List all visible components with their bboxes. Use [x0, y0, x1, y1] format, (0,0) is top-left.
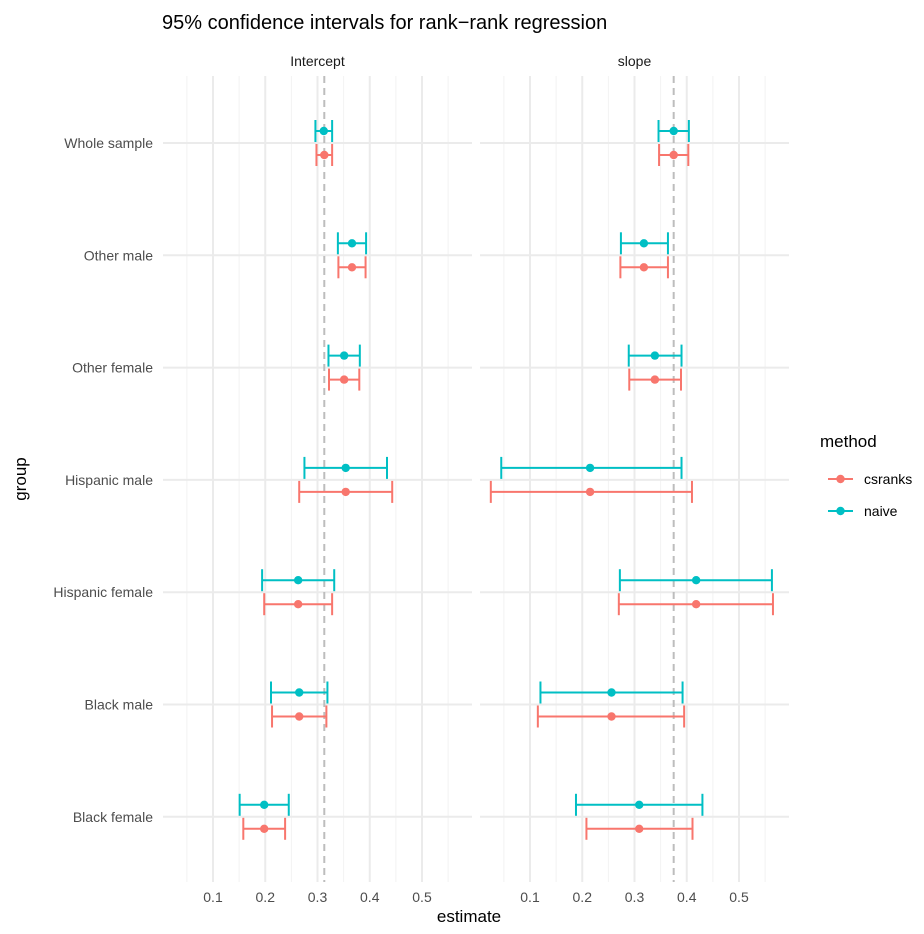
estimate-point: [691, 576, 701, 585]
error-bar-naive-other-female: [627, 344, 683, 367]
error-bar-naive-black-male: [269, 681, 329, 704]
estimate-point: [339, 375, 349, 384]
error-bar-csranks-black-male: [271, 705, 328, 728]
x-tick-label: 0.1: [520, 889, 540, 905]
error-bar-csranks-whole-sample: [658, 144, 690, 166]
estimate-point: [585, 487, 595, 497]
y-tick-label-hispanic-female: Hispanic female: [53, 584, 153, 600]
error-bar-csranks-hispanic-female: [263, 593, 334, 616]
error-bar-csranks-black-male: [536, 705, 686, 728]
y-tick-label-black-male: Black male: [85, 697, 154, 713]
legend-label: naive: [864, 503, 898, 519]
legend-key-point: [836, 506, 845, 516]
error-bar-csranks-other-male: [337, 256, 367, 279]
estimate-point: [691, 600, 701, 609]
error-bar-csranks-hispanic-female: [617, 593, 774, 616]
estimate-point: [293, 576, 303, 585]
estimate-point: [347, 263, 357, 272]
error-bar-csranks-other-female: [628, 368, 683, 391]
plot-area: Whole sample Other male Other female Hispan…: [53, 53, 789, 905]
estimate-point: [607, 688, 616, 697]
error-bar-naive-hispanic-male: [303, 456, 388, 479]
estimate-point: [669, 150, 678, 160]
estimate-point: [585, 463, 595, 473]
y-tick-label-other-female: Other female: [72, 360, 153, 376]
error-bar-naive-other-male: [619, 232, 669, 255]
estimate-point: [320, 150, 329, 160]
error-bar-naive-black-female: [574, 793, 704, 816]
y-tick-label-black-female: Black female: [73, 809, 153, 825]
x-tick-label: 0.2: [573, 889, 593, 905]
panel-strip-intercept: Intercept: [290, 53, 345, 69]
panel-intercept: 0.1 0.2 0.3 0.4 0.5 Intercept: [163, 53, 472, 905]
estimate-point: [341, 487, 350, 497]
estimate-point: [639, 239, 649, 248]
estimate-point: [650, 375, 660, 384]
x-tick-label: 0.1: [203, 889, 223, 905]
x-tick-label: 0.5: [412, 889, 432, 905]
x-tick-label: 0.4: [360, 889, 380, 905]
error-bar-naive-hispanic-female: [618, 569, 773, 592]
legend-title: method: [820, 432, 877, 451]
estimate-point: [260, 824, 269, 833]
error-bar-naive-hispanic-female: [261, 569, 336, 592]
panel-slope: 0.1 0.2 0.3 0.4 0.5 slope: [480, 53, 789, 905]
estimate-point: [341, 463, 350, 473]
estimate-point: [635, 800, 644, 809]
error-bar-naive-other-male: [336, 232, 368, 255]
estimate-point: [347, 239, 357, 248]
estimate-point: [339, 351, 349, 360]
error-bar-csranks-hispanic-male: [298, 480, 394, 503]
x-tick-label: 0.4: [677, 889, 697, 905]
error-bar-csranks-other-male: [619, 256, 669, 279]
estimate-point: [293, 600, 303, 609]
error-bar-naive-black-male: [539, 681, 684, 704]
panel-strip-slope: slope: [618, 53, 652, 69]
legend-entry-naive: naive: [828, 503, 898, 519]
y-tick-label-whole-sample: Whole sample: [64, 135, 153, 151]
estimate-point: [669, 126, 678, 136]
legend: method csranks naive: [820, 432, 912, 519]
estimate-point: [639, 263, 649, 272]
legend-entry-csranks: csranks: [828, 471, 912, 487]
estimate-point: [260, 800, 269, 809]
y-tick-label-hispanic-male: Hispanic male: [65, 472, 153, 488]
estimate-point: [650, 351, 660, 360]
error-bar-csranks-black-female: [585, 817, 694, 840]
error-bar-csranks-black-female: [242, 817, 287, 840]
error-bar-naive-hispanic-male: [500, 456, 683, 479]
legend-label: csranks: [864, 471, 912, 487]
y-axis-title: group: [11, 457, 30, 500]
chart-title: 95% confidence intervals for rank−rank r…: [162, 12, 607, 34]
error-bar-naive-whole-sample: [314, 120, 334, 142]
estimate-point: [295, 688, 304, 697]
y-tick-label-other-male: Other male: [84, 247, 153, 263]
x-axis-title: estimate: [437, 907, 501, 926]
error-bar-naive-whole-sample: [657, 120, 690, 142]
error-bar-csranks-hispanic-male: [489, 480, 693, 503]
x-tick-label: 0.5: [729, 889, 749, 905]
error-bar-csranks-other-female: [327, 368, 361, 391]
legend-key-point: [836, 474, 845, 484]
x-tick-label: 0.2: [256, 889, 276, 905]
estimate-point: [319, 126, 328, 136]
x-tick-label: 0.3: [308, 889, 328, 905]
error-bar-naive-other-female: [327, 344, 361, 367]
estimate-point: [607, 712, 616, 721]
error-bar-csranks-whole-sample: [315, 144, 334, 166]
error-bar-naive-black-female: [238, 793, 290, 816]
x-tick-label: 0.3: [625, 889, 645, 905]
estimate-point: [295, 712, 304, 721]
estimate-point: [635, 824, 644, 833]
